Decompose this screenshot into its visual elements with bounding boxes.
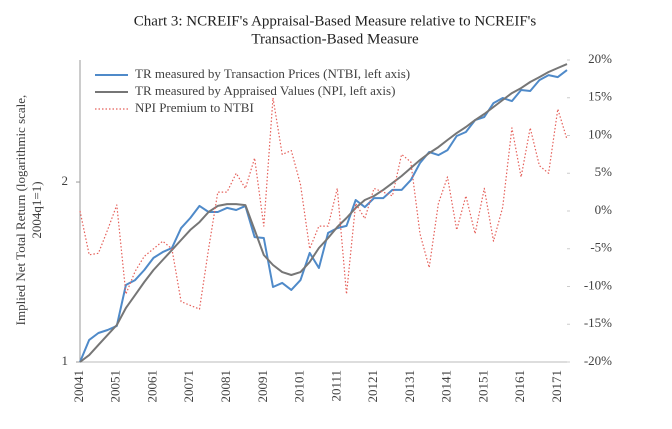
y2-tick-label: 10%: [588, 126, 612, 141]
y2-tick-label: 5%: [595, 164, 613, 179]
x-tick-label: 20101: [292, 370, 307, 403]
x-tick-label: 20081: [218, 370, 233, 403]
x-tick-label: 20051: [108, 370, 123, 403]
x-tick-label: 20161: [512, 370, 527, 403]
chart-title: Chart 3: NCREIF's Appraisal-Based Measur…: [134, 13, 537, 29]
x-tick-label: 20141: [439, 370, 454, 403]
x-tick-label: 20041: [71, 370, 86, 403]
x-tick-label: 20121: [365, 370, 380, 403]
x-tick-label: 20131: [402, 370, 417, 403]
y2-tick-label: -15%: [584, 315, 612, 330]
y2-tick-label: 20%: [588, 51, 612, 66]
x-tick-label: 20091: [255, 370, 270, 403]
chart-title: Transaction-Based Measure: [251, 31, 419, 47]
y-axis-label: 2004q1=1): [29, 181, 44, 238]
y-tick-label: 1: [62, 353, 69, 368]
y2-tick-label: -20%: [584, 353, 612, 368]
legend-label: NPI Premium to NTBI: [135, 100, 254, 115]
y2-tick-label: 15%: [588, 89, 612, 104]
series-line: [79, 69, 568, 363]
y2-tick-label: -10%: [584, 277, 612, 292]
y-tick-label: 2: [62, 173, 69, 188]
x-tick-label: 20171: [549, 370, 564, 403]
series-line: [79, 63, 568, 363]
legend-label: TR measured by Transaction Prices (NTBI,…: [135, 66, 410, 81]
x-tick-label: 20111: [328, 370, 343, 402]
x-tick-label: 20061: [144, 370, 159, 403]
y2-tick-label: -5%: [590, 240, 612, 255]
y-axis-label: Implied Net Total Return (logarithmic sc…: [13, 95, 28, 326]
y2-tick-label: 0%: [595, 202, 613, 217]
x-tick-label: 20071: [181, 370, 196, 403]
legend-label: TR measured by Appraised Values (NPI, le…: [135, 83, 395, 98]
series-line: [79, 97, 568, 310]
x-tick-label: 20151: [475, 370, 490, 403]
